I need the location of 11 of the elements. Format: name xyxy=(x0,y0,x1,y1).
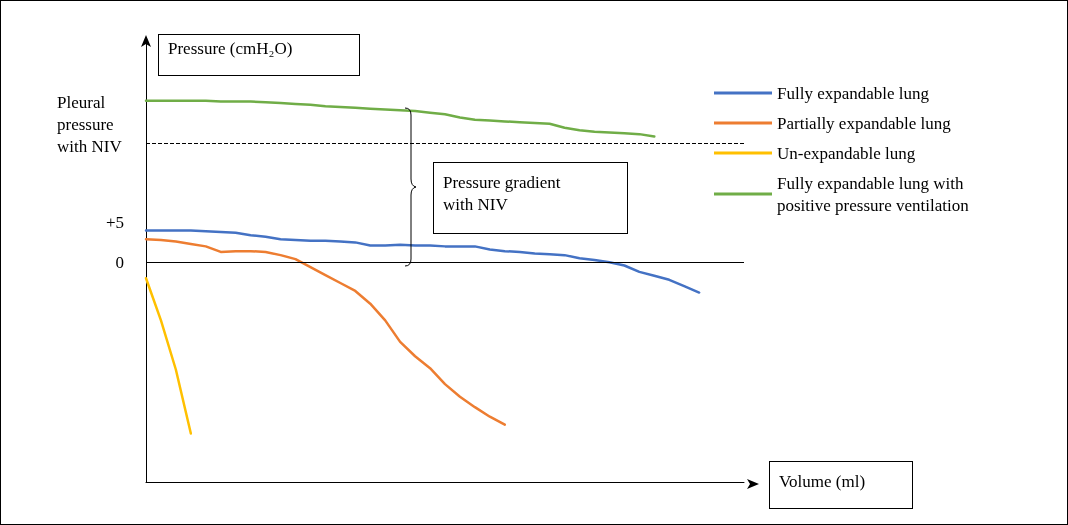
legend-label: Un-expandable lung xyxy=(777,143,916,163)
y-tick-label: 0 xyxy=(115,252,124,272)
line-series xyxy=(144,237,507,426)
legend-label: Partially expandable lung xyxy=(777,113,952,133)
line-series xyxy=(144,229,701,294)
legend-label: Fully expandable lung xyxy=(777,83,930,103)
ref-line-label: Pleural pressure with NIV xyxy=(57,91,123,158)
legend-label: Fully expandable lung with positive pressure ventilation xyxy=(777,173,970,215)
y-tick-label: +5 xyxy=(105,212,124,232)
line-series xyxy=(144,276,193,435)
line-series xyxy=(144,99,656,138)
